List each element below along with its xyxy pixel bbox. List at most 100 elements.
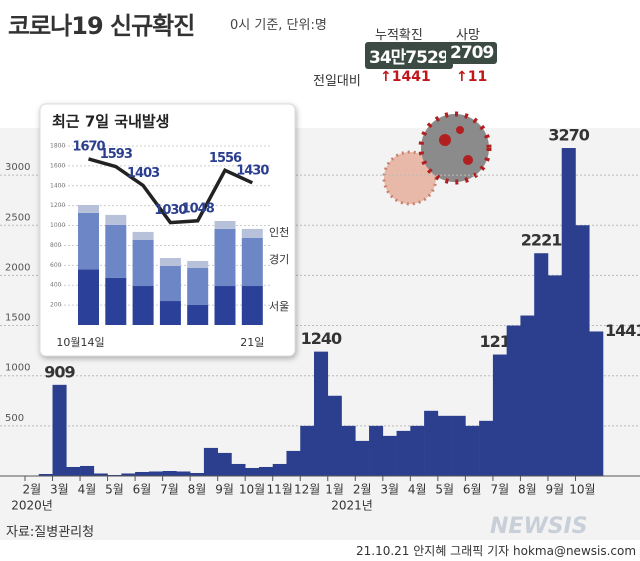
x-tick-label: 1월: [325, 483, 344, 497]
bar: [38, 473, 53, 476]
bar: [217, 452, 232, 476]
subtitle: 0시 기준, 단위:명: [230, 18, 327, 33]
bar: [451, 415, 466, 476]
y-tick-label: 1400: [50, 182, 65, 189]
x-tick-label: 8월: [518, 483, 537, 497]
bar: [492, 354, 507, 476]
bar: [148, 471, 163, 476]
legend-label: 경기: [269, 253, 289, 266]
bar: [369, 425, 384, 476]
value-label: 1430: [236, 163, 269, 178]
cumulative-label: 누적확진: [375, 28, 423, 43]
y-tick-label: 600: [50, 262, 62, 269]
x-tick-label: 9월: [215, 483, 234, 497]
bar: [93, 473, 108, 476]
bar-segment: [241, 237, 263, 287]
x-tick-label: 21일: [240, 335, 264, 349]
bar-segment: [78, 212, 99, 270]
bar-segment: [187, 268, 209, 306]
y-tick-label: 1000: [50, 222, 65, 229]
bar: [410, 425, 425, 476]
cumulative-change: ↑1441: [380, 69, 431, 85]
bar: [437, 415, 452, 476]
x-tick-label: 5월: [105, 483, 124, 497]
x-tick-label: 11월: [266, 483, 292, 497]
bar: [561, 148, 576, 477]
x-tick-label: 3월: [50, 483, 69, 497]
y-tick-label: 400: [50, 282, 62, 289]
x-tick-label: 5월: [435, 483, 454, 497]
bar: [506, 325, 521, 476]
bar: [327, 395, 342, 476]
bar: [479, 420, 494, 476]
value-label: 2221: [521, 231, 562, 250]
bar-segment: [78, 269, 99, 325]
x-tick-label: 2월: [23, 483, 42, 497]
bar-segment: [159, 265, 181, 302]
bar: [162, 470, 177, 476]
legend-label: 인천: [269, 225, 289, 239]
bar-segment: [214, 286, 236, 325]
bar: [341, 425, 356, 476]
x-tick-label: 2월: [353, 483, 372, 497]
bar: [465, 425, 480, 476]
value-label: 1240: [301, 329, 342, 348]
y-tick-label: 2500: [5, 212, 30, 223]
x-tick-label: 7월: [490, 483, 509, 497]
bar: [107, 474, 122, 476]
bar: [231, 463, 246, 476]
bar: [547, 275, 563, 476]
bar: [300, 425, 315, 476]
total-line: [88, 157, 254, 225]
bar-segment: [187, 305, 209, 325]
bar: [272, 463, 287, 476]
y-tick-label: 1600: [50, 162, 65, 169]
bar: [80, 465, 95, 476]
virus-illustration: [382, 111, 492, 206]
credit: 21.10.21 안지혜 그래픽 기자 hokma@newsis.com: [356, 544, 637, 558]
x-tick-label: 3월: [380, 483, 399, 497]
y-tick-label: 1200: [50, 202, 65, 209]
bar: [520, 315, 535, 476]
x-tick-label: 4월: [408, 483, 427, 497]
bar-segment: [159, 301, 181, 325]
bar-segment: [105, 224, 127, 278]
value-label: 1441: [605, 321, 640, 340]
bar: [176, 471, 191, 476]
x-tick-label: 8월: [188, 483, 207, 497]
change-label: 전일대비: [313, 74, 361, 89]
bar: [135, 471, 150, 476]
bar-segment: [187, 260, 209, 269]
x-tick-label: 6월: [463, 483, 482, 497]
logo: NEWSIS: [490, 514, 588, 539]
death-label: 사망: [456, 28, 480, 43]
bar: [575, 225, 590, 476]
x-tick-label: 7월: [160, 483, 179, 497]
bar-segment: [78, 204, 99, 213]
title: 코로나19 신규확진: [8, 12, 195, 40]
bar: [355, 440, 370, 476]
bar-segment: [214, 228, 236, 287]
bar-segment: [241, 286, 263, 325]
x-tick-label: 10월: [239, 483, 265, 497]
value-label: 909: [44, 362, 75, 381]
bar: [203, 447, 218, 476]
y-tick-label: 1000: [5, 363, 30, 374]
value-label: 1048: [182, 201, 215, 216]
bar: [121, 473, 136, 476]
bar: [52, 384, 67, 476]
bar-segment: [214, 220, 236, 229]
value-label: 1030: [154, 203, 187, 218]
bar: [258, 466, 274, 476]
y-tick-label: 2000: [5, 262, 30, 273]
bar-segment: [132, 231, 154, 240]
source: 자료:질병관리청: [6, 525, 95, 540]
bar: [396, 430, 411, 476]
year-label: 2021년: [331, 499, 373, 513]
bar: [314, 351, 329, 476]
y-tick-label: 500: [5, 413, 24, 424]
x-tick-label: 9월: [545, 483, 564, 497]
x-tick-label: 10월14일: [56, 335, 104, 349]
